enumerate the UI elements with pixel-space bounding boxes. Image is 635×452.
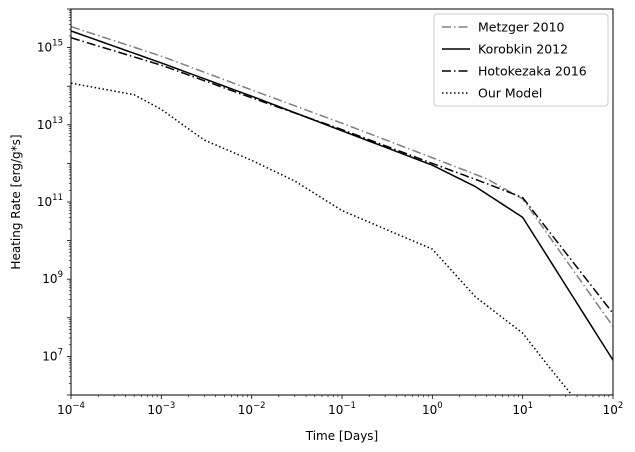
y-tick-label: 1013 bbox=[37, 116, 63, 132]
ticks-layer: 10−4 10−3 10−2 10−1 100 101 102 107 109 1011 1013 1… bbox=[37, 8, 624, 417]
x-tick-label: 10−2 bbox=[238, 401, 266, 417]
x-tick-label: 10−1 bbox=[328, 401, 356, 417]
legend-box bbox=[433, 13, 609, 107]
legend-label: Hotokezaka 2016 bbox=[478, 64, 587, 79]
series-line-2 bbox=[71, 37, 613, 314]
y-tick-label: 107 bbox=[42, 347, 63, 363]
x-tick-label: 101 bbox=[512, 401, 533, 417]
legend-label: Our Model bbox=[478, 86, 542, 101]
x-tick-label: 10−3 bbox=[147, 401, 175, 417]
series-line-3 bbox=[71, 82, 573, 395]
y-tick-label: 109 bbox=[42, 270, 63, 286]
series-line-1 bbox=[71, 30, 613, 361]
legend-label: Korobkin 2012 bbox=[478, 42, 568, 57]
x-tick-label: 10−4 bbox=[57, 401, 85, 417]
y-tick-label: 1011 bbox=[37, 193, 63, 209]
x-tick-label: 102 bbox=[603, 401, 624, 417]
y-axis-label: Heating Rate [erg/g*s] bbox=[9, 134, 23, 269]
legend: Metzger 2010 Korobkin 2012 Hotokezaka 2016… bbox=[433, 13, 609, 107]
series-layer bbox=[71, 25, 613, 395]
legend-label: Metzger 2010 bbox=[478, 20, 565, 35]
y-tick-label: 1015 bbox=[37, 39, 63, 55]
x-axis-label: Time [Days] bbox=[305, 429, 379, 443]
series-line-0 bbox=[71, 25, 613, 327]
x-tick-label: 100 bbox=[422, 401, 443, 417]
